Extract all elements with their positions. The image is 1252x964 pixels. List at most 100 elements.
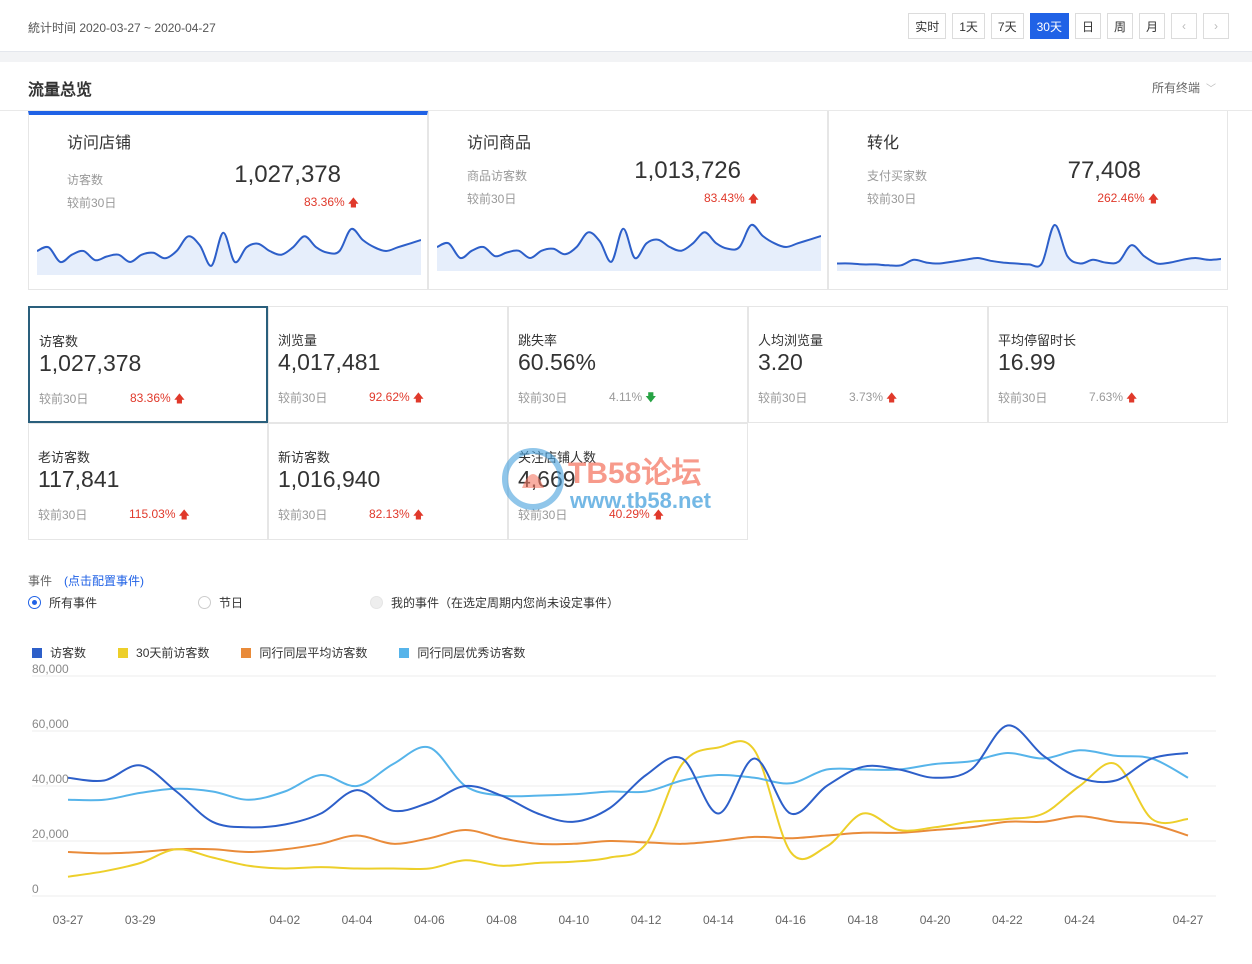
- top-bar: 統计时间 2020-03-27 ~ 2020-04-27 实时 1天 7天 30…: [0, 0, 1252, 52]
- radio-all-events[interactable]: 所有事件: [28, 594, 97, 611]
- arrow-up-icon: 🡅: [347, 197, 359, 209]
- arrow-up-icon: 🡅: [173, 393, 186, 405]
- x-tick-label: 04-08: [486, 913, 517, 927]
- card-compare-pct: 83.43% 🡅: [704, 190, 759, 209]
- metric-compare-pct: 82.13% 🡅: [369, 506, 424, 525]
- x-tick-label: 04-24: [1064, 913, 1095, 927]
- metric-bounce-rate[interactable]: 跳失率 60.56% 较前30日 4.11% 🡇: [508, 306, 748, 423]
- pct-text: 83.36%: [130, 391, 171, 405]
- arrow-up-icon: 🡅: [886, 392, 898, 404]
- metric-compare-pct: 92.62% 🡅: [369, 389, 424, 408]
- terminal-dropdown-label: 所有终端: [1151, 81, 1200, 95]
- legend-label: 30天前访客数: [136, 646, 210, 660]
- card-metric-label: 商品访客数: [467, 169, 528, 183]
- x-tick-label: 04-02: [269, 913, 300, 927]
- legend-swatch: [399, 647, 410, 658]
- metric-compare-pct: 115.03% 🡅: [129, 506, 190, 525]
- card-title: 访问商品: [467, 135, 532, 152]
- legend-item[interactable]: 同行同层平均访客数: [241, 644, 367, 661]
- metric-label: 关注店铺人数: [518, 450, 597, 465]
- sparkline-area: [837, 224, 1221, 271]
- x-tick-label: 03-27: [53, 913, 84, 927]
- metric-compare-label: 较前30日: [518, 508, 568, 522]
- config-events-link[interactable]: (点击配置事件): [64, 574, 145, 588]
- legend-swatch: [118, 647, 129, 658]
- y-tick-label: 60,000: [32, 717, 69, 731]
- metric-visitors[interactable]: 访客数 1,027,378 较前30日 83.36% 🡅: [28, 306, 268, 423]
- arrow-up-icon: 🡅: [747, 193, 759, 205]
- range-30day-button[interactable]: 30天: [1029, 13, 1069, 39]
- x-tick-label: 04-14: [703, 913, 734, 927]
- radio-disabled-icon: [370, 596, 383, 609]
- range-realtime-button[interactable]: 实时: [908, 13, 947, 39]
- range-7day-button[interactable]: 7天: [990, 13, 1024, 39]
- metric-avg-pageviews[interactable]: 人均浏览量 3.20 较前30日 3.73% 🡅: [748, 306, 988, 423]
- arrow-up-icon: 🡅: [652, 509, 665, 521]
- card-visit-store[interactable]: 访问店铺 访客数 1,027,378 较前30日 83.36% 🡅: [28, 111, 428, 290]
- arrow-up-icon: 🡅: [412, 392, 425, 404]
- pct-text: 83.43%: [703, 191, 745, 205]
- metric-compare-label: 较前30日: [38, 508, 88, 522]
- radio-label: 我的事件（在选定周期内您尚未设定事件）: [391, 596, 620, 610]
- legend-item[interactable]: 访客数: [32, 644, 86, 661]
- pct-text: 4.11%: [609, 390, 643, 404]
- metric-avg-duration[interactable]: 平均停留时长 16.99 较前30日 7.63% 🡅: [988, 306, 1228, 423]
- metric-compare-label: 较前30日: [278, 508, 328, 522]
- range-day-button[interactable]: 日: [1074, 13, 1101, 39]
- pct-text: 40.29%: [609, 507, 650, 521]
- card-compare-pct: 262.46% 🡅: [1097, 190, 1159, 209]
- card-compare-label: 较前30日: [467, 192, 517, 206]
- card-visit-product[interactable]: 访问商品 商品访客数 1,013,726 较前30日 83.43% 🡅: [428, 111, 828, 290]
- section-header: 流量总览 所有终端 ﹀: [0, 62, 1252, 111]
- x-tick-label: 04-12: [631, 913, 662, 927]
- metric-value: 1,016,940: [278, 466, 381, 492]
- pct-text: 3.73%: [849, 390, 884, 404]
- radio-holidays[interactable]: 节日: [198, 594, 243, 611]
- legend-label: 同行同层平均访客数: [259, 646, 368, 660]
- metric-compare-pct: 7.63% 🡅: [1089, 389, 1137, 408]
- period-label: 統计时间 2020-03-27 ~ 2020-04-27: [28, 21, 216, 35]
- range-1day-button[interactable]: 1天: [952, 13, 985, 39]
- card-title: 转化: [867, 135, 900, 152]
- card-metric-label: 访客数: [67, 173, 104, 187]
- card-compare-label: 较前30日: [867, 192, 917, 206]
- legend-item[interactable]: 30天前访客数: [118, 644, 209, 661]
- metric-compare-pct: 40.29% 🡅: [609, 506, 664, 525]
- visitors-trend-chart: 80,000 60,000 40,000 20,000 0 03-27 03-29 04-02…: [32, 662, 1216, 927]
- metric-store-followers[interactable]: 关注店铺人数 4,669 较前30日 40.29% 🡅: [508, 423, 748, 540]
- chevron-left-icon[interactable]: ‹: [1171, 13, 1197, 39]
- metric-label: 平均停留时长: [998, 333, 1077, 348]
- chevron-right-icon[interactable]: ›: [1203, 13, 1229, 39]
- metric-pageviews[interactable]: 浏览量 4,017,481 较前30日 92.62% 🡅: [268, 306, 508, 423]
- terminal-dropdown[interactable]: 所有终端 ﹀: [1152, 79, 1216, 96]
- card-compare-label: 较前30日: [67, 196, 117, 210]
- radio-my-events: 我的事件（在选定周期内您尚未设定事件）: [370, 594, 619, 611]
- card-metric-value: 1,027,378: [234, 161, 341, 188]
- range-week-button[interactable]: 周: [1106, 13, 1133, 39]
- events-header: 事件 (点击配置事件): [28, 572, 144, 589]
- y-tick-label: 80,000: [32, 662, 69, 676]
- metric-label: 人均浏览量: [758, 333, 824, 348]
- metric-label: 跳失率: [518, 333, 558, 348]
- metric-compare-pct: 3.73% 🡅: [849, 389, 897, 408]
- sparkline-chart: [37, 227, 421, 275]
- x-tick-label: 04-22: [992, 913, 1023, 927]
- card-conversion[interactable]: 转化 支付买家数 77,408 较前30日 262.46% 🡅: [828, 111, 1228, 290]
- pct-text: 115.03%: [129, 507, 176, 521]
- legend-label: 同行同层优秀访客数: [417, 646, 526, 660]
- pct-text: 83.36%: [303, 195, 345, 209]
- sparkline-chart: [837, 223, 1221, 271]
- legend-item[interactable]: 同行同层优秀访客数: [399, 644, 525, 661]
- metric-compare-label: 较前30日: [518, 391, 568, 405]
- legend-label: 访客数: [50, 646, 87, 660]
- range-month-button[interactable]: 月: [1138, 13, 1165, 39]
- metric-value: 1,027,378: [39, 350, 142, 376]
- card-metric-value: 77,408: [1067, 157, 1141, 184]
- metric-returning-visitors[interactable]: 老访客数 117,841 较前30日 115.03% 🡅: [28, 423, 268, 540]
- x-tick-label: 04-06: [414, 913, 445, 927]
- sparkline-chart: [437, 223, 821, 271]
- x-tick-label: 04-10: [558, 913, 589, 927]
- y-tick-label: 0: [32, 882, 39, 896]
- page-title: 流量总览: [28, 82, 93, 99]
- metric-new-visitors[interactable]: 新访客数 1,016,940 较前30日 82.13% 🡅: [268, 423, 508, 540]
